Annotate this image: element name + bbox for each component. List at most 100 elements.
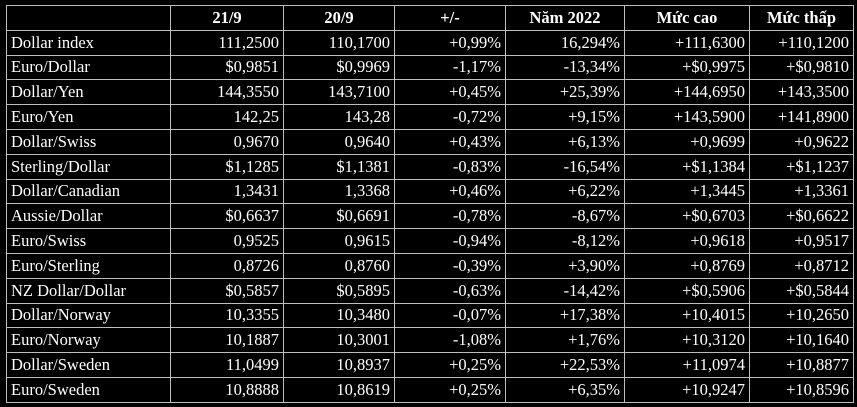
cell-low-value: +$0,5844 [749, 277, 854, 304]
cell-low-value: +143,3500 [749, 79, 854, 106]
cell-pair-name: Dollar/Norway [6, 302, 171, 329]
cell-pair-name: Dollar/Swiss [6, 128, 171, 155]
table-row: Euro/Yen 142,25 143,28 -0,72% +9,15% +143,590… [6, 104, 854, 130]
cell-high-value: +1,3445 [624, 178, 750, 205]
table-body: Dollar index 111,2500 110,1700 +0,99% 16,294… [6, 29, 854, 403]
table-row: Dollar/Yen 144,3550 143,7100 +0,45% +25,39% +… [6, 79, 854, 106]
cell-pair-name: Euro/Sweden [6, 376, 171, 403]
cell-rate-20-9: 110,1700 [283, 29, 395, 56]
table-row: Dollar/Canadian 1,3431 1,3368 +0,46% +6,22% +… [6, 178, 854, 205]
table-header-row: 21/9 20/9 +/- Năm 2022 Mức cao Mức thấp [6, 5, 854, 31]
cell-pair-name: Euro/Swiss [6, 228, 171, 254]
cell-low-value: +$0,9810 [749, 54, 854, 81]
cell-rate-20-9: 10,3480 [283, 302, 395, 329]
cell-ytd-2022: -13,34% [505, 54, 625, 81]
cell-rate-21-9: 10,3355 [170, 302, 284, 329]
cell-rate-20-9: 1,3368 [283, 178, 395, 205]
cell-rate-20-9: $0,5895 [283, 277, 395, 304]
cell-low-value: +10,1640 [749, 327, 854, 354]
cell-pair-name: Dollar/Canadian [6, 178, 171, 205]
cell-rate-20-9: 0,8760 [283, 252, 395, 279]
cell-change-percent: -0,78% [394, 203, 506, 230]
cell-high-value: +$1,1384 [624, 153, 750, 180]
cell-low-value: +0,8712 [749, 252, 854, 279]
cell-pair-name: Dollar/Yen [6, 79, 171, 106]
cell-high-value: +11,0974 [624, 352, 750, 378]
cell-ytd-2022: +6,13% [505, 128, 625, 155]
cell-rate-21-9: 10,1887 [170, 327, 284, 354]
cell-ytd-2022: 16,294% [505, 29, 625, 56]
column-header-rate-21-9: 21/9 [170, 5, 284, 31]
cell-change-percent: +0,43% [394, 128, 506, 155]
cell-change-percent: -0,72% [394, 104, 506, 130]
cell-high-value: +$0,5906 [624, 277, 750, 304]
cell-high-value: +10,4015 [624, 302, 750, 329]
cell-change-percent: +0,99% [394, 29, 506, 56]
cell-low-value: +10,8877 [749, 352, 854, 378]
cell-pair-name: Sterling/Dollar [6, 153, 171, 180]
cell-rate-21-9: 11,0499 [170, 352, 284, 378]
cell-low-value: +$0,6622 [749, 203, 854, 230]
table-row: Aussie/Dollar $0,6637 $0,6691 -0,78% -8,67% +… [6, 203, 854, 230]
cell-low-value: +10,8596 [749, 376, 854, 403]
cell-high-value: +0,8769 [624, 252, 750, 279]
cell-pair-name: Dollar/Sweden [6, 352, 171, 378]
table-row: Euro/Dollar $0,9851 $0,9969 -1,17% -13,34% +$… [6, 54, 854, 81]
table-row: Sterling/Dollar $1,1285 $1,1381 -0,83% -16,5… [6, 153, 854, 180]
cell-change-percent: -0,07% [394, 302, 506, 329]
cell-low-value: +110,1200 [749, 29, 854, 56]
cell-ytd-2022: -8,12% [505, 228, 625, 254]
cell-rate-20-9: 0,9640 [283, 128, 395, 155]
cell-high-value: +10,3120 [624, 327, 750, 354]
cell-rate-21-9: 0,9670 [170, 128, 284, 155]
cell-high-value: +0,9699 [624, 128, 750, 155]
cell-high-value: +143,5900 [624, 104, 750, 130]
column-header-ytd-2022: Năm 2022 [505, 5, 625, 31]
cell-low-value: +10,2650 [749, 302, 854, 329]
cell-rate-21-9: 144,3550 [170, 79, 284, 106]
table-row: Euro/Sterling 0,8726 0,8760 -0,39% +3,90% +0,… [6, 252, 854, 279]
table-row: Dollar index 111,2500 110,1700 +0,99% 16,294… [6, 29, 854, 56]
cell-low-value: +0,9517 [749, 228, 854, 254]
cell-high-value: +144,6950 [624, 79, 750, 106]
column-header-change-percent: +/- [394, 5, 506, 31]
table-row: Dollar/Swiss 0,9670 0,9640 +0,43% +6,13% +0,9… [6, 128, 854, 155]
cell-rate-20-9: $0,6691 [283, 203, 395, 230]
cell-rate-20-9: 10,3001 [283, 327, 395, 354]
cell-change-percent: +0,25% [394, 376, 506, 403]
table-row: Euro/Norway 10,1887 10,3001 -1,08% +1,76% +10… [6, 327, 854, 354]
cell-low-value: +1,3361 [749, 178, 854, 205]
column-header-pair [6, 5, 171, 31]
cell-low-value: +141,8900 [749, 104, 854, 130]
cell-ytd-2022: +22,53% [505, 352, 625, 378]
cell-pair-name: Euro/Dollar [6, 54, 171, 81]
cell-ytd-2022: +6,22% [505, 178, 625, 205]
cell-change-percent: -1,17% [394, 54, 506, 81]
cell-high-value: +0,9618 [624, 228, 750, 254]
table-row: Dollar/Norway 10,3355 10,3480 -0,07% +17,38%… [6, 302, 854, 329]
cell-ytd-2022: +3,90% [505, 252, 625, 279]
cell-rate-21-9: 0,9525 [170, 228, 284, 254]
cell-rate-21-9: $0,6637 [170, 203, 284, 230]
cell-rate-20-9: 143,7100 [283, 79, 395, 106]
cell-pair-name: Aussie/Dollar [6, 203, 171, 230]
cell-change-percent: -0,94% [394, 228, 506, 254]
cell-change-percent: +0,25% [394, 352, 506, 378]
cell-ytd-2022: -8,67% [505, 203, 625, 230]
cell-low-value: +0,9622 [749, 128, 854, 155]
cell-rate-21-9: 1,3431 [170, 178, 284, 205]
cell-pair-name: NZ Dollar/Dollar [6, 277, 171, 304]
cell-pair-name: Euro/Sterling [6, 252, 171, 279]
cell-pair-name: Euro/Norway [6, 327, 171, 354]
column-header-high-value: Mức cao [624, 5, 750, 31]
cell-ytd-2022: +17,38% [505, 302, 625, 329]
table-row: Euro/Sweden 10,8888 10,8619 +0,25% +6,35% +10… [6, 376, 854, 403]
cell-ytd-2022: +6,35% [505, 376, 625, 403]
cell-pair-name: Euro/Yen [6, 104, 171, 130]
cell-low-value: +$1,1237 [749, 153, 854, 180]
cell-change-percent: -1,08% [394, 327, 506, 354]
table-row: NZ Dollar/Dollar $0,5857 $0,5895 -0,63% -14,… [6, 277, 854, 304]
cell-rate-21-9: 142,25 [170, 104, 284, 130]
cell-rate-21-9: 111,2500 [170, 29, 284, 56]
table-row: Euro/Swiss 0,9525 0,9615 -0,94% -8,12% +0,961… [6, 228, 854, 254]
